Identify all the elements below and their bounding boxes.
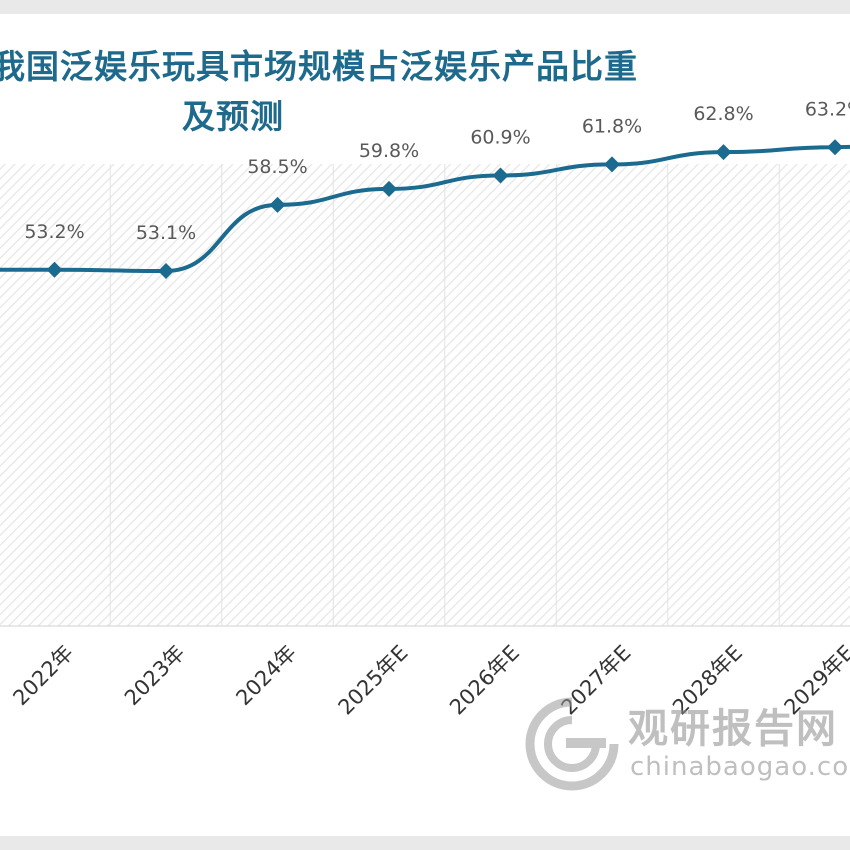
data-label: 60.9% <box>470 126 530 148</box>
data-point-marker <box>492 167 509 184</box>
plot-area <box>0 164 850 626</box>
data-labels: 53.2% 53.1% 58.5% 59.8% 60.9% 61.8% 62.8% 63.2% <box>24 98 850 244</box>
data-point-marker <box>381 180 397 197</box>
data-point-marker <box>46 261 63 278</box>
data-label: 53.1% <box>136 222 196 244</box>
watermark-logo-icon <box>525 697 619 791</box>
vertical-gridlines <box>109 164 780 626</box>
chart-title-line2: 及预测 <box>182 97 284 136</box>
watermark: 观研报告网 chinabaogao.com <box>520 690 850 800</box>
data-point-marker <box>269 196 286 213</box>
x-tick-label: 2025年E <box>334 641 413 720</box>
data-point-marker <box>604 156 620 173</box>
x-tick-label: 2022年 <box>8 641 78 711</box>
chart-title-line1: 我国泛娱乐玩具市场规模占泛娱乐产品比重 <box>0 47 638 86</box>
data-point-marker <box>715 144 732 161</box>
watermark-cn-text: 观研报告网 <box>628 706 838 752</box>
data-point-marker <box>827 139 843 156</box>
data-label: 63.2% <box>805 98 850 120</box>
data-point-marker <box>158 263 174 279</box>
watermark-en-text: chinabaogao.com <box>630 752 850 782</box>
x-tick-label: 2024年 <box>231 641 301 711</box>
data-markers <box>46 139 843 279</box>
x-tick-label: 2023年 <box>120 641 190 711</box>
data-label: 61.8% <box>582 115 642 137</box>
x-tick-label: 2026年E <box>445 641 524 720</box>
data-label: 59.8% <box>359 140 419 162</box>
data-label: 62.8% <box>693 103 753 125</box>
data-label: 58.5% <box>247 156 307 178</box>
data-label: 53.2% <box>24 221 84 243</box>
